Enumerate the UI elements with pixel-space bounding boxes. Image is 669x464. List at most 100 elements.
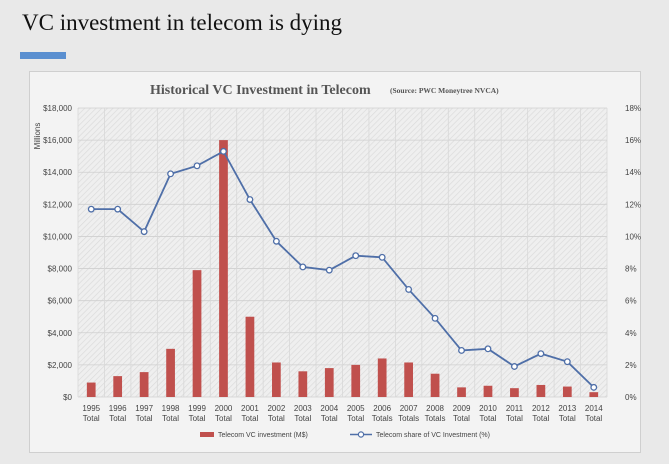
y-tick-left: $14,000 xyxy=(43,168,72,177)
bar xyxy=(192,270,202,397)
x-tick-year: 1995 xyxy=(82,404,100,413)
x-tick-sub: Totals xyxy=(425,414,446,423)
y-axis-left: $0 $2,000 $4,000 $6,000 $8,000 $10,000 $12,000… xyxy=(43,104,72,402)
chart-subtitle: (Source: PWC Moneytree NVCA) xyxy=(390,86,499,95)
legend: Telecom VC investment (M$) Telecom share … xyxy=(200,431,490,439)
x-tick-sub: Total xyxy=(506,414,523,423)
x-tick-year: 2013 xyxy=(558,404,576,413)
x-tick-sub: Total xyxy=(109,414,126,423)
bar xyxy=(272,362,281,397)
line-point xyxy=(537,350,545,358)
bar xyxy=(457,387,466,397)
y-tick-right: 0% xyxy=(625,393,637,402)
bar xyxy=(483,385,493,397)
y-tick-right: 4% xyxy=(625,329,637,338)
y-tick-left: $12,000 xyxy=(43,200,72,209)
x-tick-sub: Total xyxy=(480,414,497,423)
slide-title: VC investment in telecom is dying xyxy=(22,10,343,35)
y-tick-left: $6,000 xyxy=(48,297,73,306)
line-point xyxy=(325,266,333,274)
line-point xyxy=(167,170,175,178)
y-tick-left: $18,000 xyxy=(43,104,72,113)
bar xyxy=(562,386,572,397)
x-tick-year: 2007 xyxy=(400,404,418,413)
x-tick-year: 1997 xyxy=(135,404,153,413)
line-point xyxy=(405,285,413,293)
x-tick-sub: Total xyxy=(162,414,179,423)
x-tick-sub: Total xyxy=(189,414,206,423)
bar xyxy=(139,372,149,397)
x-tick-year: 1998 xyxy=(162,404,180,413)
y-tick-right: 14% xyxy=(625,168,641,177)
x-tick-sub: Total xyxy=(83,414,100,423)
bar xyxy=(113,376,123,397)
line-point xyxy=(563,358,571,366)
line-point xyxy=(246,196,254,203)
x-tick-sub: Total xyxy=(453,414,470,423)
x-tick-sub: Total xyxy=(241,414,258,423)
legend-swatch-bar xyxy=(200,432,214,437)
y-tick-right: 8% xyxy=(625,265,637,274)
line-series xyxy=(87,147,598,391)
x-tick-year: 1996 xyxy=(109,404,127,413)
chart-frame: Historical VC Investment in Telecom (Sou… xyxy=(29,71,641,453)
bar xyxy=(245,316,255,397)
x-tick-year: 2011 xyxy=(506,404,524,413)
y-tick-left: $10,000 xyxy=(43,232,72,241)
x-tick-sub: Total xyxy=(532,414,549,423)
x-tick-year: 2003 xyxy=(294,404,312,413)
chart-svg: Historical VC Investment in Telecom (Sou… xyxy=(33,83,641,439)
bar xyxy=(377,358,387,397)
bar xyxy=(351,364,361,397)
x-tick-sub: Total xyxy=(347,414,364,423)
bar xyxy=(86,382,96,397)
y-tick-right: 18% xyxy=(625,104,641,113)
x-tick-year: 2000 xyxy=(215,404,233,413)
x-tick-sub: Total xyxy=(294,414,311,423)
y-tick-left: $4,000 xyxy=(48,329,73,338)
y-tick-left: $16,000 xyxy=(43,136,72,145)
y-axis-right: 0% 2% 4% 6% 8% 10% 12% 14% 16% 18% xyxy=(625,104,641,402)
bar xyxy=(404,362,413,397)
x-tick-year: 2004 xyxy=(320,404,338,413)
bar xyxy=(510,388,519,397)
legend-swatch-point xyxy=(357,431,365,438)
y-tick-right: 2% xyxy=(625,361,637,370)
chart-title: Historical VC Investment in Telecom xyxy=(150,83,371,98)
line-point xyxy=(140,228,148,236)
bar xyxy=(298,371,308,397)
x-tick-year: 2009 xyxy=(453,404,471,413)
y-tick-right: 10% xyxy=(625,232,641,241)
bar xyxy=(166,348,175,397)
bar xyxy=(536,384,546,397)
x-tick-year: 2012 xyxy=(532,404,550,413)
y-axis-label: Millions xyxy=(33,123,42,150)
gridlines xyxy=(77,107,608,398)
line-point xyxy=(378,253,386,261)
legend-label-line: Telecom share of VC Investment (%) xyxy=(376,432,490,439)
x-tick-sub: Total xyxy=(559,414,576,423)
legend-label-bar: Telecom VC investment (M$) xyxy=(218,432,308,439)
y-tick-right: 6% xyxy=(625,297,637,306)
line-point xyxy=(114,205,122,213)
line-point xyxy=(299,263,307,271)
line-point xyxy=(272,237,280,245)
x-tick-sub: Total xyxy=(215,414,232,423)
y-tick-right: 16% xyxy=(625,136,641,145)
line-point xyxy=(458,346,465,354)
line-point xyxy=(220,147,227,155)
y-tick-right: 12% xyxy=(625,200,641,209)
line-point xyxy=(352,252,360,260)
x-tick-sub: Total xyxy=(268,414,285,423)
bar xyxy=(324,368,334,397)
line-path xyxy=(91,150,595,389)
x-tick-sub: Total xyxy=(585,414,602,423)
x-tick-year: 2002 xyxy=(267,404,285,413)
y-tick-left: $8,000 xyxy=(48,265,73,274)
x-tick-sub: Total xyxy=(136,414,153,423)
x-tick-year: 2006 xyxy=(373,404,391,413)
x-tick-sub: Totals xyxy=(398,414,419,423)
line-point xyxy=(431,314,439,322)
x-tick-year: 2005 xyxy=(347,404,365,413)
line-point xyxy=(193,162,201,170)
